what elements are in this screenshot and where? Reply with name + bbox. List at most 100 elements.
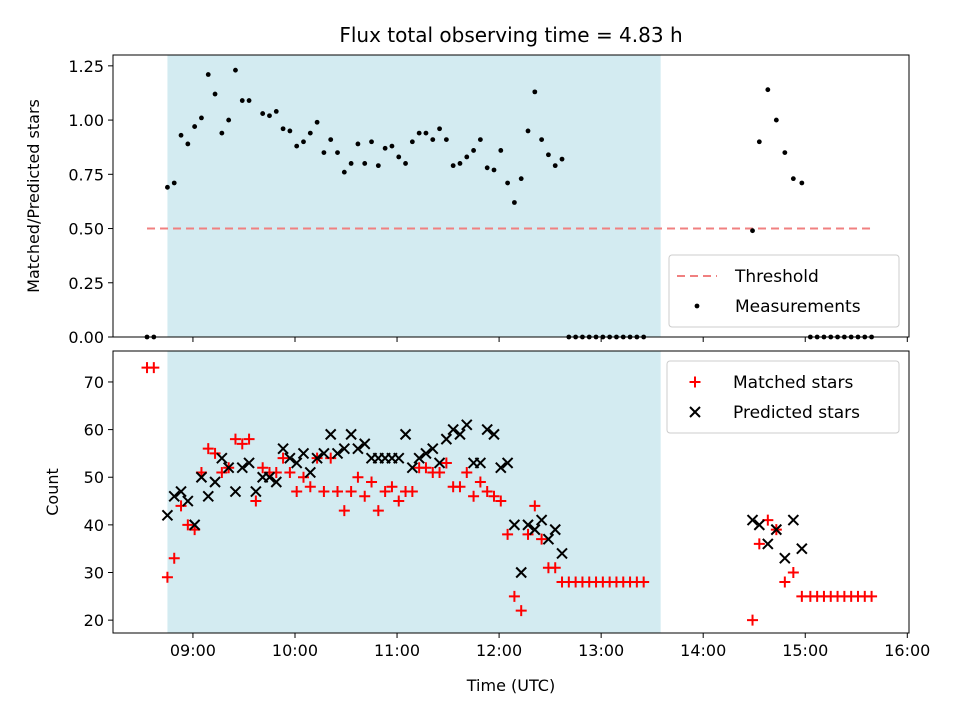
data-point	[335, 150, 340, 156]
data-point	[559, 156, 565, 162]
data-point	[434, 466, 446, 478]
data-point	[416, 130, 422, 136]
data-point	[243, 433, 255, 445]
y-tick-label: 1.00	[68, 111, 104, 130]
data-point	[219, 130, 225, 136]
data-point	[443, 137, 449, 143]
data-point	[746, 514, 759, 526]
x-tick-label: 10:00	[272, 641, 318, 660]
bottom-panel: 20 30 40 50 60 70 09:00 10:00 11:00 12:00 13:00 14:…	[43, 350, 930, 660]
data-point	[284, 466, 296, 478]
data-point	[236, 461, 248, 474]
data-point	[287, 128, 293, 134]
data-point	[270, 466, 282, 478]
predicted-stars-series	[161, 419, 808, 579]
data-point	[192, 124, 198, 129]
data-point	[260, 111, 266, 116]
data-point	[182, 519, 194, 531]
data-point	[501, 457, 514, 469]
data-point	[369, 139, 374, 145]
data-point	[294, 143, 300, 149]
data-point	[747, 614, 759, 626]
x-tick-label: 15:00	[782, 641, 828, 660]
data-point	[549, 523, 561, 536]
data-point	[495, 495, 507, 507]
y-axis-label: Count	[43, 468, 62, 516]
data-point	[341, 169, 347, 175]
data-point	[638, 576, 650, 588]
data-point	[328, 137, 334, 143]
x-axis-label: Time (UTC)	[466, 676, 555, 695]
data-point	[205, 72, 211, 77]
legend: Matched stars Predicted stars	[666, 360, 900, 434]
data-point	[536, 533, 548, 545]
chart-title: Flux total observing time = 4.83 h	[339, 23, 682, 47]
observing-span	[167, 55, 661, 337]
data-point	[246, 98, 252, 103]
x-tick-label: 09:00	[170, 641, 216, 660]
data-point	[491, 167, 497, 173]
data-point	[790, 176, 796, 182]
data-point	[325, 428, 337, 441]
data-point	[216, 466, 228, 478]
data-point	[216, 452, 228, 464]
data-point	[779, 552, 791, 564]
legend-label: Matched stars	[733, 373, 853, 393]
data-point	[787, 514, 800, 526]
legend-label: Predicted stars	[733, 403, 860, 423]
data-point	[209, 476, 221, 488]
data-point	[461, 419, 473, 431]
data-point	[546, 152, 551, 158]
data-point	[787, 567, 799, 579]
data-point	[284, 452, 296, 464]
data-point	[236, 438, 248, 450]
data-point	[171, 180, 177, 186]
legend-marker-swatch	[689, 406, 701, 418]
legend-label: Threshold	[734, 267, 819, 287]
data-point	[239, 98, 245, 103]
data-point	[762, 538, 774, 550]
data-point	[175, 500, 187, 512]
data-point	[229, 433, 241, 445]
data-point	[250, 485, 262, 498]
legend-label: Measurements	[735, 297, 861, 317]
data-point	[178, 132, 184, 138]
data-point	[525, 128, 531, 134]
data-point	[420, 447, 432, 460]
data-point	[518, 176, 524, 182]
data-point	[454, 481, 466, 493]
data-point	[291, 486, 303, 498]
data-point	[552, 163, 558, 169]
data-point	[297, 471, 309, 483]
data-point	[515, 566, 527, 579]
data-point	[440, 457, 452, 469]
data-point	[556, 547, 568, 560]
data-point	[529, 500, 541, 512]
data-point	[165, 184, 170, 190]
data-point	[209, 447, 221, 459]
data-point	[522, 519, 534, 531]
data-point	[229, 485, 242, 498]
data-point	[195, 471, 208, 483]
data-point	[359, 490, 371, 502]
data-point	[437, 126, 442, 132]
data-point	[345, 486, 357, 498]
data-point	[362, 161, 368, 166]
data-point	[773, 117, 779, 123]
data-point	[399, 428, 412, 441]
top-panel: 0.00 0.25 0.50 0.75 1.00 1.25 Matched/Predicte…	[24, 54, 910, 347]
data-point	[257, 462, 269, 474]
data-point	[512, 200, 517, 205]
data-point	[332, 486, 344, 498]
data-point	[359, 438, 371, 450]
data-point	[430, 137, 436, 143]
data-point	[753, 538, 765, 550]
data-point	[386, 481, 398, 493]
data-point	[277, 452, 289, 464]
data-point	[535, 514, 548, 526]
data-point	[318, 486, 330, 498]
data-point	[409, 139, 415, 145]
legend-marker-swatch	[689, 376, 701, 388]
axes-frame	[112, 350, 910, 634]
